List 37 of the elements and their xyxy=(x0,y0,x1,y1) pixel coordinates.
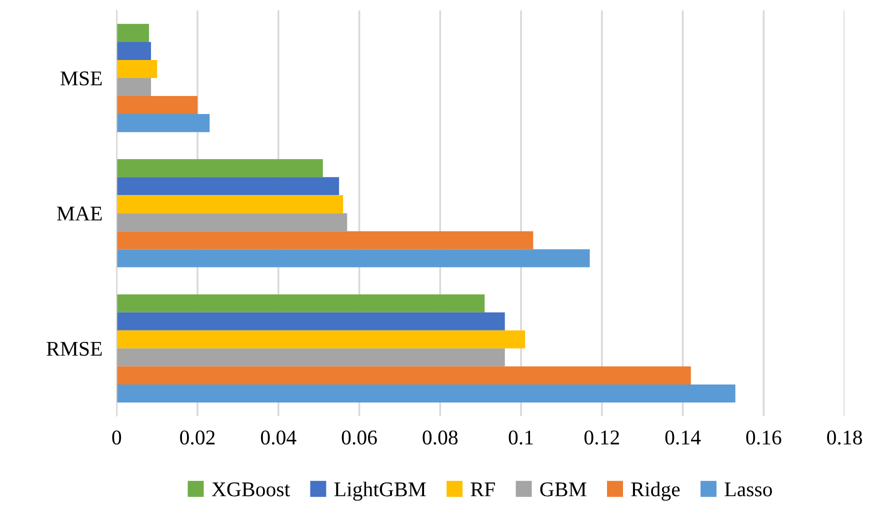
legend-label: Ridge xyxy=(631,482,680,501)
x-tick-label: 0.06 xyxy=(342,430,377,445)
bar xyxy=(116,60,158,78)
bar xyxy=(116,114,210,132)
x-tick-label: 0.08 xyxy=(422,430,458,445)
bar xyxy=(116,384,736,402)
bar xyxy=(116,249,590,268)
y-tick-label: RMSE xyxy=(46,342,102,356)
x-tick-label: 0.14 xyxy=(665,430,701,445)
legend-label: Lasso xyxy=(724,482,772,496)
bar xyxy=(116,96,198,114)
y-tick-label: MAE xyxy=(57,206,102,220)
bar xyxy=(116,294,485,312)
legend-label: LightGBM xyxy=(334,482,426,501)
bar xyxy=(116,195,344,214)
x-tick-label: 0.1 xyxy=(508,430,533,445)
bar xyxy=(116,42,152,60)
x-tick-label: 0.18 xyxy=(827,430,862,445)
bar xyxy=(116,366,691,384)
bar xyxy=(116,159,323,178)
bar xyxy=(116,312,505,330)
bar xyxy=(116,78,152,96)
bar xyxy=(116,330,526,348)
legend-label: XGBoost xyxy=(212,482,290,496)
bar xyxy=(116,177,340,196)
legend-label: GBM xyxy=(540,482,586,496)
bar xyxy=(116,213,348,232)
bar xyxy=(116,24,149,42)
y-tick-label: MSE xyxy=(60,71,102,86)
x-tick-label: 0.02 xyxy=(180,430,215,445)
bar xyxy=(116,231,534,250)
x-tick-label: 0 xyxy=(112,430,122,445)
legend-label: RF xyxy=(470,482,495,496)
x-tick-label: 0.12 xyxy=(584,430,619,445)
x-tick-label: 0.04 xyxy=(260,430,296,445)
x-tick-label: 0.16 xyxy=(746,430,782,445)
bar xyxy=(116,348,505,366)
